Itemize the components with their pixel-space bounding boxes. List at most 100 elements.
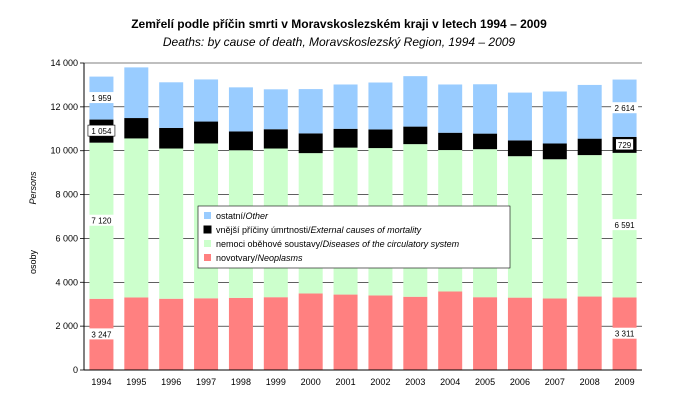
bar-1996-series-0 [159,298,184,370]
bar-2004-series-0 [438,291,463,370]
legend-box [197,205,511,269]
bar-2000-series-0 [298,293,323,370]
bar-1997-series-0 [194,298,219,370]
legend-label-cs-2: nemoci oběhové soustavy/ [216,239,323,249]
bar-2003-series-2 [403,126,428,145]
legend-swatch-3 [204,254,211,261]
y-axis-label-en: Persons [28,171,38,205]
bar-1999-series-0 [263,297,288,370]
data-label-box-first-2 [87,124,116,137]
bar-2001-series-3 [333,84,358,129]
x-tick-label-2003: 2003 [405,377,425,387]
x-tick-label-2008: 2008 [580,377,600,387]
y-tick-label-7: 14 000 [50,58,78,68]
y-axis-label-cs: osoby [28,249,38,274]
bar-2001-series-0 [333,294,358,370]
bar-1999-series-2 [263,129,288,149]
data-label-box-last-0 [611,327,639,339]
x-tick-label-2007: 2007 [545,377,565,387]
data-label-first-0: 3 247 [91,330,112,339]
x-tick-label-2005: 2005 [475,377,495,387]
data-label-box-last-3 [611,102,639,114]
legend-label-en-0: Other [246,211,270,221]
legend-swatch-0 [204,212,211,219]
x-tick-label-1997: 1997 [196,377,216,387]
x-tick-label-1995: 1995 [126,377,146,387]
bar-2008-series-0 [577,296,602,370]
bar-1999-series-3 [263,89,288,130]
bar-2007-series-0 [542,298,567,370]
bar-1996-series-1 [159,148,184,299]
chart-subtitle: Deaths: by cause of death, Moravskoslezs… [163,35,516,49]
bar-1998-series-0 [228,297,253,370]
legend-swatch-2 [204,240,211,247]
x-tick-label-2009: 2009 [615,377,635,387]
bar-2005-series-3 [473,84,498,134]
bar-2002-series-2 [368,129,393,149]
data-label-last-3: 2 614 [615,104,636,113]
data-label-box-first-3 [87,92,115,104]
bar-2007-series-3 [542,91,567,144]
chart-title: Zemřelí podle příčin smrti v Moravskosle… [131,17,547,31]
y-tick-label-5: 10 000 [50,146,78,156]
data-label-last-1: 6 591 [615,221,636,230]
y-tick-label-6: 12 000 [50,102,78,112]
x-tick-label-2000: 2000 [301,377,321,387]
bar-2000-series-2 [298,133,323,154]
legend-label-1: vnější příčiny úmrtnosti/External causes… [216,225,422,235]
legend-label-cs-1: vnější příčiny úmrtnosti/ [216,225,311,235]
bar-1995-series-2 [124,118,149,139]
bar-2006-series-1 [507,156,532,298]
bar-1996-series-3 [159,82,184,128]
data-label-box-first-1 [87,214,115,226]
bar-2006-series-2 [507,140,532,157]
bar-2006-series-0 [507,297,532,370]
bar-2008-series-2 [577,138,602,156]
bar-2007-series-2 [542,143,567,160]
bar-1998-series-2 [228,131,253,151]
data-label-first-2: 1 054 [91,127,112,136]
x-tick-label-1999: 1999 [266,377,286,387]
bar-2008-series-3 [577,84,602,139]
legend-swatch-1 [203,225,212,234]
x-tick-label-1998: 1998 [231,377,251,387]
legend-label-2: nemoci oběhové soustavy/Diseases of the … [216,239,460,249]
bar-1995-series-0 [124,297,149,370]
bar-2008-series-1 [577,155,602,297]
x-tick-label-2001: 2001 [336,377,356,387]
y-tick-label-1: 2 000 [55,321,78,331]
legend-label-3: novotvary/Neoplasms [216,253,303,263]
data-label-first-1: 7 120 [91,217,112,226]
bar-1995-series-1 [124,138,149,298]
x-tick-label-1994: 1994 [91,377,111,387]
axes: 0 2 000 4 000 6 000 8 000 10 000 12 000 14 000 1… [50,58,642,387]
x-tick-label-2002: 2002 [370,377,390,387]
legend-label-cs-0: ostatní/ [216,211,246,221]
data-label-first-3: 1 959 [91,94,112,103]
legend-label-en-3: Neoplasms [258,253,304,263]
data-label-last-2: 729 [618,141,632,150]
bar-2003-series-3 [403,76,428,127]
x-tick-label-2004: 2004 [440,377,460,387]
legend: ostatní/Other vnější příčiny úmrtnosti/Ex… [197,205,511,269]
legend-label-cs-3: novotvary/ [216,253,258,263]
bar-2000-series-3 [298,89,323,134]
bar-1997-series-3 [194,79,219,122]
data-label-last-0: 3 311 [615,330,635,339]
x-tick-label-1996: 1996 [161,377,181,387]
bar-1995-series-3 [124,67,149,119]
data-label-box-last-1 [611,219,639,231]
legend-label-en-1: External causes of mortality [311,225,422,235]
bar-1996-series-2 [159,127,184,149]
legend-label-0: ostatní/Other [216,211,269,221]
bar-2007-series-1 [542,159,567,299]
bar-2004-series-3 [438,84,463,133]
bar-2004-series-2 [438,132,463,151]
data-labels: 3 247 7 120 1 054 1 959 3 311 6 591 729 2 614 [87,92,639,340]
bar-2001-series-2 [333,128,358,148]
y-tick-label-3: 6 000 [55,233,78,243]
bar-2003-series-0 [403,296,428,370]
data-label-box-first-0 [87,328,115,340]
